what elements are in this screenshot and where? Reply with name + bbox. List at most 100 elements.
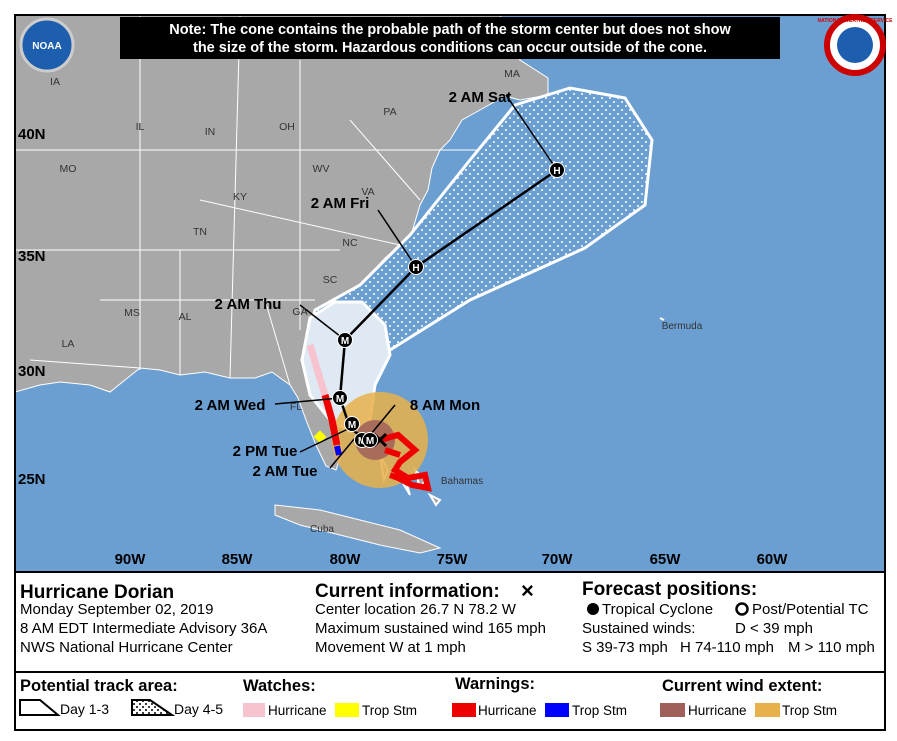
lat-label: 25N: [18, 471, 46, 488]
current-line: Maximum sustained wind 165 mph: [315, 620, 546, 637]
legend-heading: Current wind extent:: [662, 677, 822, 695]
legend-label: Day 1-3: [60, 701, 109, 717]
wind-ts-swatch: [755, 703, 780, 717]
lat-label: 35N: [18, 248, 46, 265]
wind-class: M > 110 mph: [788, 639, 875, 656]
warning-hurricane-swatch: [452, 703, 476, 717]
place-label: Bermuda: [662, 321, 703, 332]
track-point-label: H: [553, 166, 560, 177]
lat-label: 30N: [18, 363, 46, 380]
place-label: AL: [179, 311, 192, 323]
legend-label: Trop Stm: [782, 703, 837, 718]
info-center: NWS National Hurricane Center: [20, 639, 233, 656]
place-label: KY: [233, 191, 247, 203]
legend-label: Hurricane: [478, 703, 537, 718]
forecast-time: 8 AM Mon: [410, 397, 480, 414]
note-line: Note: The cone contains the probable pat…: [169, 22, 731, 38]
current-line: Center location 26.7 N 78.2 W: [315, 601, 517, 618]
ts-watch: [313, 430, 327, 444]
legend-label: Trop Stm: [362, 703, 417, 718]
forecast-time: 2 PM Tue: [233, 443, 298, 460]
place-label: IL: [136, 121, 145, 133]
legend-heading: Warnings:: [455, 675, 535, 693]
place-label: PA: [383, 106, 396, 118]
lon-label: 70W: [542, 551, 574, 568]
place-label: GA: [292, 306, 307, 318]
place-label: IA: [50, 76, 60, 88]
wind-hurricane-swatch: [660, 703, 685, 717]
leader-lines: [274, 94, 558, 469]
place-label: MA: [504, 68, 520, 80]
info-date: Monday September 02, 2019: [20, 601, 213, 618]
legend-label: Hurricane: [268, 703, 327, 718]
tc-symbol: [587, 603, 599, 615]
info-panel: [14, 571, 886, 731]
lon-label: 60W: [757, 551, 789, 568]
winds-heading: Sustained winds:: [582, 620, 695, 637]
legend-heading: Potential track area:: [20, 677, 178, 695]
place-label: OH: [279, 121, 295, 133]
post-tc-label: Post/Potential TC: [752, 601, 869, 618]
nws-logo-inner: [837, 27, 873, 63]
track-point: [408, 259, 424, 275]
lon-label: 65W: [650, 551, 682, 568]
cone-day45: [300, 86, 654, 382]
lon-label: 85W: [222, 551, 254, 568]
lon-label: 90W: [115, 551, 147, 568]
wind-class: S 39-73 mph: [582, 639, 668, 656]
forecast-time: 2 AM Wed: [195, 397, 266, 414]
place-label: Cuba: [310, 524, 334, 535]
track-point-label: M: [358, 436, 366, 447]
legend-label: Hurricane: [688, 703, 747, 718]
legend-label: Day 4-5: [174, 701, 223, 717]
hurricane-watch: [306, 344, 329, 397]
track-point: [549, 162, 565, 178]
place-label: WV: [313, 163, 330, 175]
state-borders: [15, 15, 500, 386]
wind-class: H 74-110 mph: [680, 639, 774, 656]
forecast-heading: Forecast positions:: [582, 579, 757, 600]
legend-label: Trop Stm: [572, 703, 627, 718]
track-point: [332, 390, 348, 406]
watch-ts-swatch: [335, 703, 359, 717]
noaa-logo: [19, 17, 75, 73]
ts-warning: [334, 445, 342, 456]
forecast-time: 2 AM Thu: [215, 296, 282, 313]
day13-icon: [19, 699, 61, 716]
place-label: SC: [323, 274, 338, 286]
track-point: [362, 432, 378, 448]
post-tc-symbol: [735, 602, 749, 616]
current-symbol: ×: [521, 578, 534, 603]
forecast-time: 2 AM Fri: [311, 195, 370, 212]
place-label: NC: [342, 237, 358, 249]
tc-label: Tropical Cyclone: [602, 601, 713, 618]
lat-label: 40N: [18, 126, 46, 143]
forecast-time: 2 AM Tue: [252, 463, 317, 480]
hurricane-warning-bahamas: [379, 431, 432, 492]
legend-heading: Watches:: [243, 677, 316, 695]
track-point-label: M: [366, 436, 374, 447]
place-label: IN: [205, 126, 216, 138]
track-point: [344, 416, 360, 432]
track-point-label: M: [341, 336, 349, 347]
place-label: FL: [290, 401, 302, 413]
storm-title: Hurricane Dorian: [20, 582, 174, 603]
forecast-time: 2 AM Sat: [449, 89, 512, 106]
track-point-label: H: [412, 263, 419, 274]
lon-label: 80W: [330, 551, 362, 568]
hurricane-warning: [321, 394, 341, 446]
track-point-label: M: [348, 420, 356, 431]
wind-class: D < 39 mph: [735, 620, 813, 637]
warning-ts-swatch: [545, 703, 569, 717]
watch-hurricane-swatch: [243, 703, 265, 717]
current-heading: Current information:: [315, 581, 500, 602]
track-point-label: M: [336, 394, 344, 405]
place-label: LA: [62, 338, 75, 350]
current-line: Movement W at 1 mph: [315, 639, 466, 656]
day45-icon: [131, 699, 176, 716]
cuba-land: [274, 504, 442, 554]
lon-label: 75W: [437, 551, 469, 568]
place-label: TN: [193, 226, 207, 238]
